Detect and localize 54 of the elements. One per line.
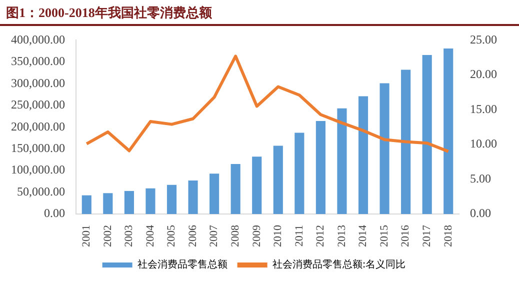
x-tick-label: 2011 bbox=[293, 225, 306, 247]
bar bbox=[422, 54, 432, 214]
y2-tick-label: 25.00 bbox=[470, 32, 497, 46]
legend-label: 社会消费品零售总额:名义同比 bbox=[272, 258, 406, 271]
x-tick-label: 2012 bbox=[314, 225, 327, 247]
bar bbox=[401, 70, 411, 214]
x-tick-label: 2014 bbox=[357, 224, 370, 247]
y2-tick-label: 10.00 bbox=[470, 136, 497, 151]
x-tick-label: 2018 bbox=[442, 224, 454, 247]
bar bbox=[337, 108, 347, 214]
y-tick-label: 200,000.00 bbox=[11, 119, 65, 134]
bar bbox=[188, 180, 198, 214]
x-tick-label: 2010 bbox=[272, 224, 284, 247]
x-tick-label: 2015 bbox=[378, 224, 390, 247]
x-tick-label: 2016 bbox=[400, 224, 412, 247]
y2-tick-label: 5.00 bbox=[470, 171, 491, 186]
y-tick-label: 50,000.00 bbox=[17, 184, 65, 198]
bar bbox=[146, 188, 156, 214]
x-tick-label: 2006 bbox=[186, 224, 199, 247]
x-tick-label: 2003 bbox=[123, 224, 136, 247]
chart-title: 图1：2000-2018年我国社零消费总额 bbox=[6, 4, 212, 22]
bar bbox=[380, 83, 390, 214]
bar bbox=[230, 164, 240, 214]
y-tick-label: 250,000.00 bbox=[11, 98, 65, 112]
y-tick-label: 400,000.00 bbox=[11, 32, 65, 46]
bar bbox=[124, 190, 134, 214]
bar bbox=[294, 132, 304, 214]
x-tick-label: 2017 bbox=[420, 224, 433, 247]
bar bbox=[444, 48, 454, 214]
legend-label: 社会消费品零售总额 bbox=[137, 258, 228, 271]
y2-tick-label: 20.00 bbox=[470, 67, 497, 82]
x-tick-label: 2013 bbox=[336, 224, 348, 247]
y2-tick-label: 15.00 bbox=[470, 102, 497, 116]
y-tick-label: 150,000.00 bbox=[11, 140, 65, 155]
x-tick-label: 2004 bbox=[144, 224, 156, 247]
y-tick-label: 0.00 bbox=[44, 206, 65, 220]
bar bbox=[252, 156, 262, 214]
x-tick-label: 2007 bbox=[208, 224, 220, 247]
x-tick-label: 2005 bbox=[166, 224, 178, 247]
bar bbox=[210, 174, 220, 214]
y-tick-label: 100,000.00 bbox=[11, 162, 65, 177]
x-tick-label: 2009 bbox=[250, 224, 263, 247]
bar bbox=[273, 146, 283, 214]
bar bbox=[166, 184, 177, 214]
x-tick-label: 2001 bbox=[80, 225, 93, 247]
y-tick-label: 350,000.00 bbox=[11, 54, 65, 68]
y2-tick-label: 0.00 bbox=[470, 206, 491, 220]
x-tick-label: 2002 bbox=[102, 225, 114, 247]
bar bbox=[103, 193, 113, 214]
y-tick-label: 300,000.00 bbox=[11, 76, 65, 90]
x-tick-label: 2008 bbox=[229, 224, 242, 247]
bar bbox=[358, 96, 368, 214]
bar bbox=[316, 121, 326, 214]
bar bbox=[82, 195, 92, 214]
